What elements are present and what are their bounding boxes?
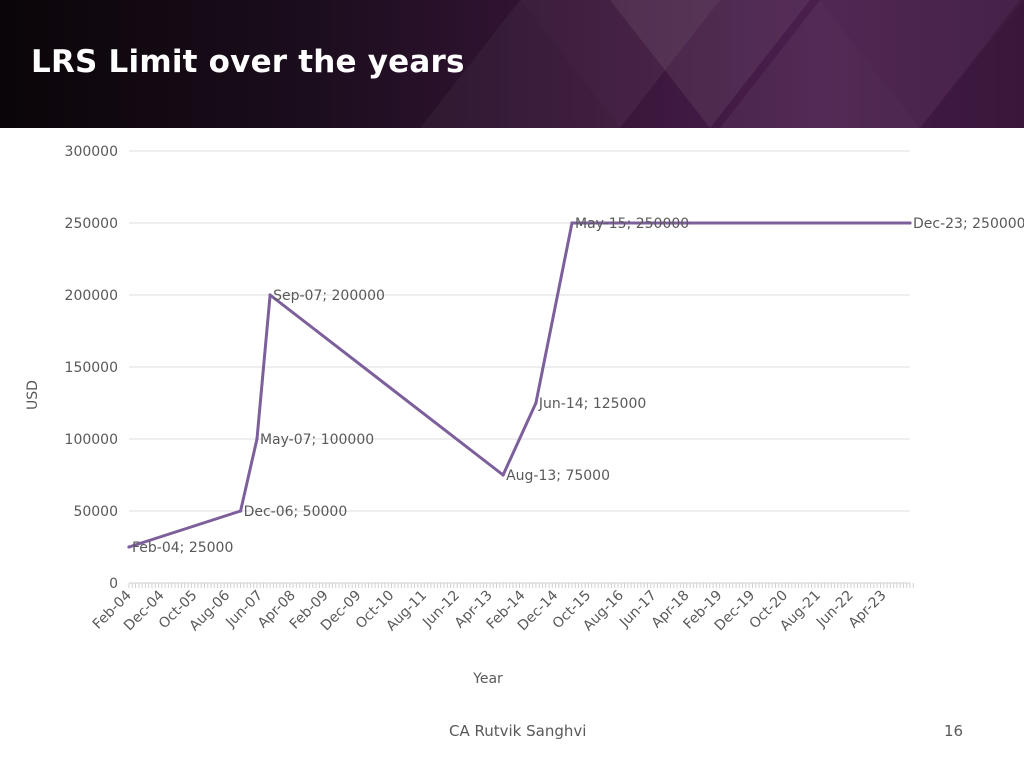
data-point (127, 545, 131, 549)
data-label: Jun-14; 125000 (538, 396, 646, 412)
footer-author: CA Rutvik Sanghvi (449, 722, 587, 740)
x-axis (128, 582, 914, 588)
data-label: May-15; 250000 (575, 216, 689, 232)
data-label: Dec-23; 250000 (913, 216, 1024, 232)
banner-pattern (420, 0, 1024, 128)
data-label: May-07; 100000 (260, 432, 374, 448)
y-tick-label: 250000 (65, 216, 118, 232)
data-point (255, 437, 259, 441)
data-point (908, 221, 912, 225)
series (127, 221, 912, 549)
data-labels: Feb-04; 25000 Dec-06; 50000 May-07; 100000… (132, 216, 1024, 556)
data-point (570, 221, 574, 225)
title-banner: LRS Limit over the years (0, 0, 1024, 128)
y-axis-label: USD (25, 380, 41, 410)
y-tick-label: 0 (109, 576, 118, 592)
gridlines (129, 150, 910, 512)
series-line (128, 221, 910, 549)
x-tick-label: Apr-23 (846, 588, 890, 632)
y-tick-label: 50000 (73, 504, 118, 520)
data-label: Aug-13; 75000 (506, 468, 610, 484)
page-number: 16 (944, 722, 964, 740)
y-tick-label: 150000 (65, 360, 118, 376)
data-label: Feb-04; 25000 (132, 540, 233, 556)
y-axis-ticks: 0 50000 100000 150000 200000 250000 300000 (65, 144, 118, 592)
x-axis-ticks: Feb-04Dec-04Oct-05Aug-06Jun-07Apr-08Feb-… (90, 587, 890, 634)
data-point (534, 401, 538, 405)
y-tick-label: 200000 (65, 288, 118, 304)
data-point (238, 509, 243, 513)
data-label: Dec-06; 50000 (244, 504, 348, 520)
data-label: Sep-07; 200000 (273, 288, 385, 304)
line-chart: 0 50000 100000 150000 200000 250000 300000 Feb… (25, 144, 1024, 687)
x-axis-label: Year (472, 671, 503, 687)
y-tick-label: 300000 (65, 144, 118, 160)
data-point (501, 473, 505, 477)
data-point (268, 293, 272, 297)
y-tick-label: 100000 (65, 432, 118, 448)
slide-title: LRS Limit over the years (31, 44, 465, 80)
